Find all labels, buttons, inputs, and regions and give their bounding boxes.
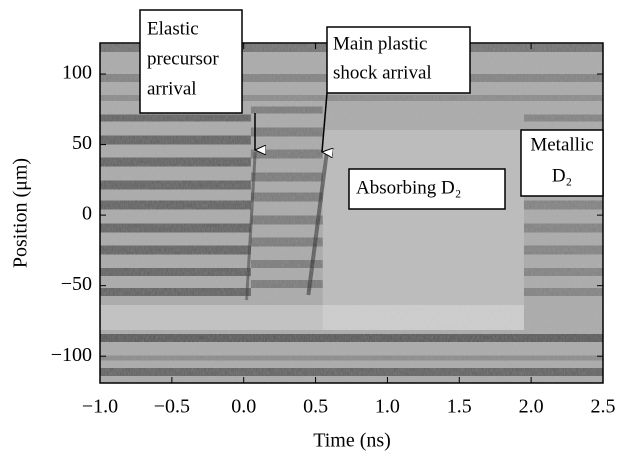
- x-tick-label: 1.5: [447, 396, 472, 418]
- streak-image: [100, 43, 603, 383]
- x-axis-label: Time (ns): [313, 430, 391, 452]
- y-axis-label: Position (μm): [10, 158, 32, 268]
- annotation-box: [520, 129, 604, 197]
- annotation-text: D₂: [552, 165, 572, 186]
- x-tick-label: 2.5: [591, 396, 616, 418]
- x-tick-label: 0.0: [231, 396, 256, 418]
- axes: −1.0 −0.5 0.0 0.5 1.0 1.5 2.0 2.5 −100 −50 0 50 100: [51, 42, 616, 418]
- x-tick-label: 0.5: [303, 396, 328, 418]
- annotation-text: Absorbing D₂: [356, 177, 461, 198]
- y-tick-label: 100: [62, 62, 92, 84]
- annotation-text: precursor: [147, 48, 219, 69]
- annotation-text: shock arrival: [333, 62, 432, 83]
- annotation-box: [348, 168, 506, 210]
- y-tick-label: −100: [51, 344, 92, 366]
- annotation-text: Metallic: [530, 134, 593, 155]
- annotations: Elastic precursor arrival Main plastic shock…: [139, 9, 604, 210]
- x-tick-label: −0.5: [154, 396, 190, 418]
- annotation-text: Elastic: [147, 18, 199, 39]
- y-tick-label: 50: [72, 132, 92, 154]
- annotation-arrow: [322, 92, 327, 152]
- annotation-box: [139, 9, 243, 114]
- annotation-text: arrival: [147, 78, 197, 99]
- y-tick-label: 0: [82, 203, 92, 225]
- x-tick-label: −1.0: [82, 396, 118, 418]
- y-tick-label: −50: [61, 273, 92, 295]
- x-tick-label: 1.0: [375, 396, 400, 418]
- annotation-box: [326, 26, 471, 94]
- x-tick-label: 2.0: [519, 396, 544, 418]
- annotation-text: Main plastic: [333, 33, 427, 54]
